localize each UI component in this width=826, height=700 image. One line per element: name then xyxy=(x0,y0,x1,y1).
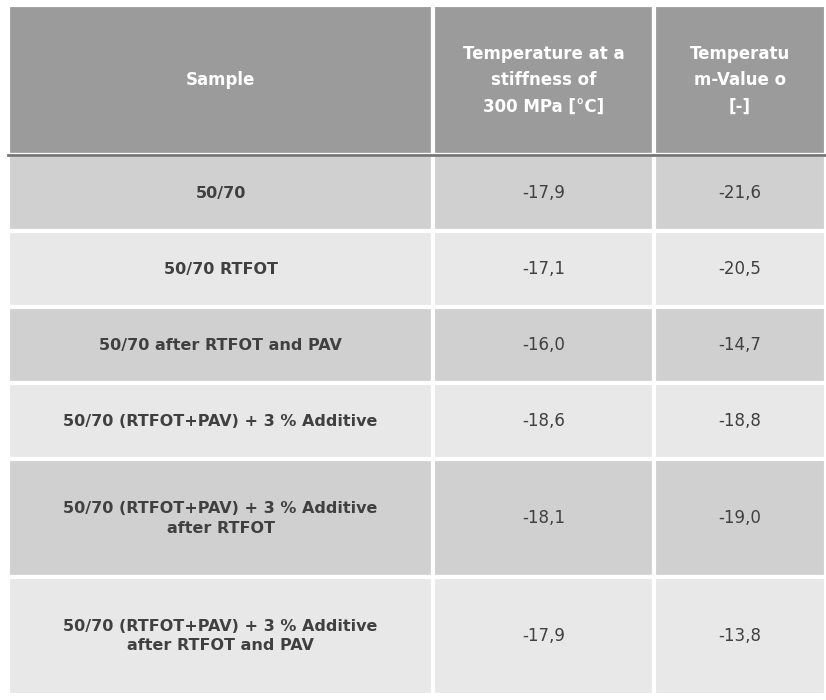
Bar xyxy=(434,383,654,459)
Text: -17,9: -17,9 xyxy=(522,184,565,202)
Bar xyxy=(8,383,434,459)
Bar xyxy=(8,577,434,695)
Text: -17,1: -17,1 xyxy=(522,260,565,278)
Text: 50/70 after RTFOT and PAV: 50/70 after RTFOT and PAV xyxy=(99,337,342,353)
Text: -14,7: -14,7 xyxy=(719,336,762,354)
Bar xyxy=(434,459,654,577)
Text: -18,6: -18,6 xyxy=(522,412,565,430)
Bar xyxy=(654,155,826,231)
Bar xyxy=(8,5,434,155)
Bar xyxy=(434,231,654,307)
Bar xyxy=(434,307,654,383)
Text: 50/70 (RTFOT+PAV) + 3 % Additive
after RTFOT: 50/70 (RTFOT+PAV) + 3 % Additive after R… xyxy=(64,500,377,536)
Bar xyxy=(8,231,434,307)
Bar xyxy=(434,5,654,155)
Text: 50/70 RTFOT: 50/70 RTFOT xyxy=(164,262,278,276)
Bar xyxy=(654,5,826,155)
Bar xyxy=(434,155,654,231)
Text: -20,5: -20,5 xyxy=(719,260,762,278)
Text: -21,6: -21,6 xyxy=(719,184,762,202)
Text: -18,8: -18,8 xyxy=(719,412,762,430)
Bar xyxy=(654,231,826,307)
Bar xyxy=(434,577,654,695)
Bar xyxy=(8,155,434,231)
Text: 50/70: 50/70 xyxy=(196,186,246,200)
Bar xyxy=(654,307,826,383)
Bar xyxy=(8,459,434,577)
Bar xyxy=(654,577,826,695)
Text: Temperatu
m-Value o
[-]: Temperatu m-Value o [-] xyxy=(690,45,790,116)
Text: -13,8: -13,8 xyxy=(719,627,762,645)
Text: Sample: Sample xyxy=(186,71,255,89)
Bar xyxy=(654,459,826,577)
Text: -18,1: -18,1 xyxy=(522,509,565,527)
Text: Temperature at a
stiffness of
300 MPa [°C]: Temperature at a stiffness of 300 MPa [°… xyxy=(463,45,624,116)
Text: 50/70 (RTFOT+PAV) + 3 % Additive: 50/70 (RTFOT+PAV) + 3 % Additive xyxy=(64,414,377,428)
Bar xyxy=(8,307,434,383)
Text: 50/70 (RTFOT+PAV) + 3 % Additive
after RTFOT and PAV: 50/70 (RTFOT+PAV) + 3 % Additive after R… xyxy=(64,619,377,654)
Text: -17,9: -17,9 xyxy=(522,627,565,645)
Text: -16,0: -16,0 xyxy=(522,336,565,354)
Bar xyxy=(654,383,826,459)
Text: -19,0: -19,0 xyxy=(719,509,762,527)
